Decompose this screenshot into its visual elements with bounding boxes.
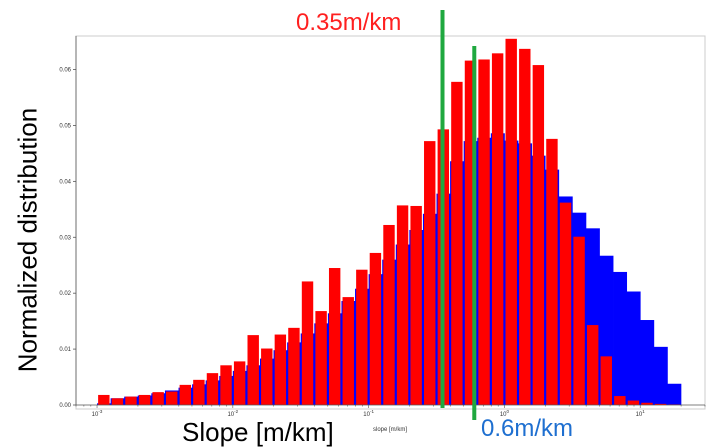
blue-threshold-label: 0.6m/km — [481, 415, 574, 442]
red-bar — [179, 384, 192, 405]
red-bar — [505, 38, 517, 406]
x-tick-label: 10-2 — [227, 409, 238, 418]
red-bar — [519, 48, 531, 406]
axes: 0.00 0.01 0.02 0.03 0.04 0.05 0.06 10-3 10-2 10-1… — [59, 36, 706, 418]
red-bar — [220, 365, 232, 405]
red-bar — [627, 400, 640, 405]
red-bar — [532, 65, 545, 405]
red-bar — [573, 236, 585, 405]
red-threshold-label: 0.35m/km — [296, 9, 402, 36]
red-bar — [301, 281, 314, 405]
red-bar — [451, 81, 463, 405]
red-bar — [641, 402, 653, 405]
red-bar — [274, 334, 287, 405]
red-series-bars — [98, 38, 680, 406]
red-bar — [328, 268, 341, 405]
y-tick-label: 0.06 — [59, 68, 71, 74]
x-tick-label: 101 — [636, 409, 646, 418]
red-bar — [600, 356, 612, 405]
red-bar — [98, 394, 110, 405]
red-bar — [261, 348, 273, 405]
x-axis-small-label: slope [m/km] — [373, 427, 408, 433]
red-bar — [315, 311, 327, 405]
blue-bar — [626, 291, 641, 405]
y-tick-label: 0.01 — [59, 347, 71, 353]
blue-bar — [640, 320, 655, 405]
y-tick-label: 0.05 — [59, 123, 71, 129]
x-tick-label: 10-1 — [363, 409, 374, 418]
red-bar — [586, 325, 599, 405]
blue-bar — [613, 271, 628, 405]
threshold-lines — [440, 10, 477, 420]
red-bar — [654, 403, 667, 405]
red-bar — [546, 138, 558, 405]
red-bar — [491, 53, 504, 405]
red-bar — [125, 396, 137, 405]
x-tick-label: 10-3 — [92, 409, 103, 418]
red-bar — [410, 205, 422, 405]
red-bar — [464, 60, 477, 405]
red-bar — [342, 297, 354, 405]
red-bar — [614, 396, 626, 405]
x-axis-label: Slope [m/km] — [182, 417, 334, 447]
red-bar — [288, 327, 300, 405]
y-tick-label: 0.03 — [59, 235, 71, 241]
red-bar — [478, 59, 490, 405]
red-bar — [193, 379, 205, 405]
red-bar — [166, 391, 178, 405]
red-bar — [233, 361, 246, 405]
y-axis-label: Normalized distribution — [12, 107, 43, 373]
red-bar — [247, 335, 259, 405]
x-tick-label: 100 — [500, 409, 510, 418]
red-bar — [559, 202, 572, 405]
blue-bar — [653, 346, 668, 405]
red-bar — [396, 205, 409, 405]
red-bar — [356, 269, 368, 405]
red-bar — [383, 224, 395, 405]
red-bar — [152, 392, 164, 405]
red-bar — [424, 141, 436, 406]
y-tick-label: 0.04 — [59, 179, 71, 185]
red-bar — [206, 373, 219, 405]
red-bar — [138, 394, 151, 405]
red-bar — [369, 252, 382, 405]
y-tick-label: 0.02 — [59, 291, 71, 297]
blue-bar — [667, 383, 682, 405]
y-tick-label: 0.00 — [59, 403, 71, 409]
red-bar — [111, 398, 124, 405]
